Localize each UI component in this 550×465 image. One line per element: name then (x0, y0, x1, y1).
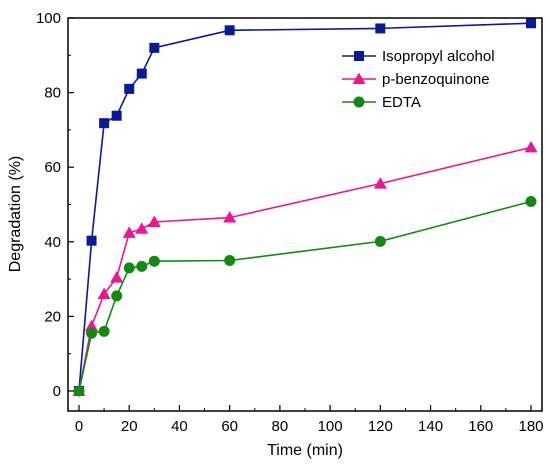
legend-marker-2 (353, 96, 365, 108)
legend-label-1: p-benzoquinone (382, 71, 490, 88)
data-point-circle-8 (374, 235, 386, 247)
data-point-square-7 (224, 25, 235, 36)
data-point-circle-7 (224, 254, 236, 266)
data-point-square-4 (124, 83, 135, 94)
x-tick-label-2: 40 (171, 418, 188, 435)
data-point-circle-5 (136, 260, 148, 272)
data-point-triangle-2 (97, 287, 111, 300)
series-line-0 (78, 22, 532, 392)
data-point-circle-9 (525, 196, 537, 208)
x-tick-label-5: 100 (318, 418, 343, 435)
x-tick-label-0: 0 (75, 418, 83, 435)
legend: Isopropyl alcohol p-benzoquinone EDTA (342, 48, 495, 111)
data-point-circle-6 (148, 255, 160, 267)
data-point-triangle-7 (223, 211, 237, 223)
y-tick-label-2: 40 (44, 234, 61, 251)
legend-label-2: EDTA (382, 94, 421, 111)
y-tick-label-3: 60 (44, 159, 61, 176)
series-line-2 (78, 200, 532, 392)
data-point-triangle-9 (524, 140, 538, 153)
data-point-triangle-5 (135, 222, 149, 234)
legend-marker-1 (352, 72, 366, 84)
y-axis-title: Degradation (%) (7, 156, 24, 273)
data-point-square-1 (86, 235, 97, 246)
data-point-circle-1 (86, 327, 98, 339)
axis-layer: 0 20 40 60 80 100 120 140 160 180 0 20 40 60 80 100 (36, 10, 544, 435)
data-point-square-3 (111, 110, 122, 121)
y-tick-label-5: 100 (36, 10, 61, 27)
y-tick-label-4: 80 (44, 85, 61, 102)
x-tick-label-3: 60 (221, 418, 238, 435)
data-point-square-2 (99, 118, 110, 129)
data-point-circle-0 (73, 385, 85, 397)
data-point-square-9 (526, 18, 536, 29)
series-line-1 (78, 146, 532, 392)
data-point-circle-4 (123, 262, 135, 274)
y-tick-label-0: 0 (53, 383, 61, 400)
x-tick-label-8: 160 (468, 418, 493, 435)
y-tick-label-1: 20 (44, 308, 61, 325)
x-axis-title: Time (min) (267, 442, 343, 459)
data-point-triangle-4 (122, 226, 136, 238)
data-point-triangle-8 (373, 177, 387, 189)
data-point-circle-3 (111, 290, 123, 302)
x-tick-label-7: 140 (418, 418, 443, 435)
data-point-square-5 (136, 68, 147, 79)
data-point-circle-2 (98, 325, 110, 337)
data-layer (72, 18, 538, 397)
data-point-triangle-3 (110, 271, 124, 283)
data-point-triangle-6 (147, 215, 161, 228)
x-tick-label-9: 180 (518, 418, 543, 435)
data-point-triangle-1 (85, 319, 99, 332)
data-point-square-6 (149, 42, 160, 53)
legend-label-0: Isopropyl alcohol (382, 48, 495, 65)
legend-marker-0 (354, 51, 364, 61)
data-point-square-8 (375, 23, 386, 34)
x-tick-label-1: 20 (121, 418, 138, 435)
x-tick-label-6: 120 (368, 418, 393, 435)
x-tick-label-4: 80 (272, 418, 289, 435)
